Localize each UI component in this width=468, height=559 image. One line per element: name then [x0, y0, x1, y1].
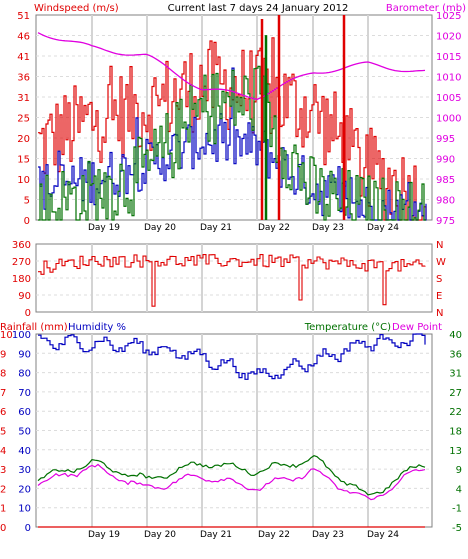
data-series [37, 15, 427, 528]
rainfall-axis-label: Rainfall (mm) [0, 322, 68, 333]
barometer-tick-label: 990 [436, 155, 455, 166]
wind-day-label: Day 23 [312, 223, 344, 233]
temperature-tick-label: 36 [449, 349, 462, 360]
humidity-axis-label: Humidity % [68, 322, 126, 333]
temp-day-label: Day 22 [258, 530, 290, 540]
direction-compass-tick-label: S [436, 274, 442, 285]
barometer-tick-label: 1015 [436, 52, 461, 63]
rainfall-tick-label: 8 [0, 369, 6, 380]
temp-day-label: Day 24 [367, 530, 399, 540]
temperature-tick-label: -1 [452, 504, 462, 515]
tick-labels: 0510152025313641465197598098599099510001… [0, 11, 462, 540]
temperature-tick-label: 18 [449, 427, 462, 438]
barometer-tick-label: 1000 [436, 114, 461, 125]
temperature-series-line [37, 455, 426, 496]
wind-day-label: Day 24 [367, 223, 399, 233]
humidity-tick-label: 20 [18, 484, 31, 495]
barometer-tick-label: 980 [436, 196, 455, 207]
wind-day-label: Day 20 [144, 223, 176, 233]
temperature-tick-label: 22 [449, 407, 462, 418]
windspeed-tick-label: 36 [17, 73, 30, 84]
temp-day-label: Day 20 [144, 530, 176, 540]
temperature-tick-label: -5 [452, 523, 462, 534]
dew-point-axis-label: Dew Point [392, 322, 442, 333]
temperature-tick-label: 4 [456, 484, 462, 495]
windspeed-tick-label: 46 [17, 32, 30, 43]
rainfall-tick-label: 7 [0, 388, 6, 399]
rainfall-tick-label: 6 [0, 407, 6, 418]
direction-compass-tick-label: N [436, 240, 443, 251]
direction-degree-tick-label: 0 [25, 308, 31, 319]
windspeed-tick-label: 20 [17, 134, 30, 145]
temperature-tick-label: 9 [456, 465, 462, 476]
rainfall-tick-label: 0 [0, 523, 6, 534]
windspeed-tick-label: 25 [17, 114, 30, 125]
direction-compass-tick-label: E [436, 291, 442, 302]
direction-degree-tick-label: 270 [12, 257, 31, 268]
windspeed-tick-label: 51 [17, 11, 30, 22]
windspeed-tick-label: 0 [24, 216, 30, 227]
humidity-series-line [38, 333, 426, 380]
humidity-tick-label: 10 [18, 504, 31, 515]
windspeed-tick-label: 5 [24, 196, 30, 207]
humidity-tick-label: 100 [12, 330, 31, 341]
wind-series-line [38, 37, 427, 221]
windspeed-tick-label: 15 [17, 155, 30, 166]
wind-series-line [38, 65, 426, 221]
humidity-tick-label: 60 [18, 407, 31, 418]
rainfall-tick-label: 3 [0, 465, 6, 476]
humidity-tick-label: 30 [18, 465, 31, 476]
wind-day-label: Day 22 [258, 223, 290, 233]
dew-point-series-line [37, 463, 426, 501]
windspeed-tick-label: 10 [17, 175, 30, 186]
barometer-tick-label: 1020 [436, 32, 461, 43]
windspeed-axis-label: Windspeed (m/s) [34, 3, 119, 14]
temperature-tick-label: 40 [449, 330, 462, 341]
direction-degree-tick-label: 360 [12, 240, 31, 251]
temperature-tick-label: 31 [449, 369, 462, 380]
barometer-tick-label: 1025 [436, 11, 461, 22]
wind-direction-line [38, 254, 426, 307]
temperature-tick-label: 13 [449, 446, 462, 457]
humidity-tick-label: 90 [18, 349, 31, 360]
humidity-tick-label: 0 [25, 523, 31, 534]
rainfall-tick-label: 1 [0, 504, 6, 515]
humidity-tick-label: 80 [18, 369, 31, 380]
humidity-tick-label: 40 [18, 446, 31, 457]
temp-day-label: Day 19 [88, 530, 120, 540]
barometer-series-line [37, 32, 426, 101]
temperature-tick-label: 27 [449, 388, 462, 399]
direction-compass-tick-label: W [436, 257, 446, 268]
windspeed-tick-label: 31 [17, 93, 30, 104]
wind-day-label: Day 21 [200, 223, 232, 233]
barometer-tick-label: 975 [436, 216, 455, 227]
chart-title: Current last 7 days 24 January 2012 [168, 3, 349, 14]
direction-compass-tick-label: N [436, 308, 443, 319]
rainfall-tick-label: 5 [0, 427, 6, 438]
rainfall-tick-label: 9 [0, 349, 6, 360]
temp-day-label: Day 23 [312, 530, 344, 540]
barometer-tick-label: 1010 [436, 73, 461, 84]
humidity-tick-label: 70 [18, 388, 31, 399]
temp-day-label: Day 21 [200, 530, 232, 540]
direction-degree-tick-label: 90 [18, 291, 31, 302]
rainfall-tick-label: 2 [0, 484, 6, 495]
wind-day-label: Day 19 [88, 223, 120, 233]
wind-series-line [38, 67, 427, 221]
rainfall-tick-label: 4 [0, 446, 6, 457]
barometer-tick-label: 985 [436, 175, 455, 186]
barometer-axis-label: Barometer (mb) [386, 3, 466, 14]
barometer-tick-label: 995 [436, 134, 455, 145]
barometer-tick-label: 1005 [436, 93, 461, 104]
rainfall-tick-label: 10 [0, 330, 13, 341]
temperature-axis-label: Temperature (°C) [304, 322, 391, 333]
humidity-tick-label: 50 [18, 427, 31, 438]
direction-degree-tick-label: 180 [12, 274, 31, 285]
windspeed-tick-label: 41 [17, 52, 30, 63]
